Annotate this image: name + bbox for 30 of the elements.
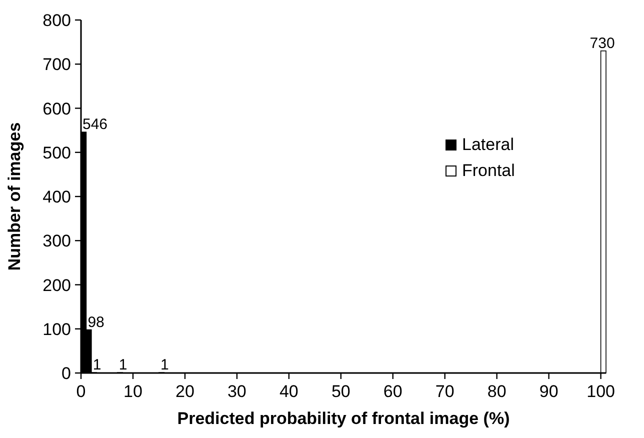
legend-label: Frontal (462, 161, 515, 180)
y-tick-label: 100 (42, 320, 71, 339)
x-axis-title: Predicted probability of frontal image (%) (177, 409, 510, 428)
y-tick-label: 700 (42, 55, 71, 74)
data-label: 546 (82, 116, 108, 134)
x-tick-label: 20 (176, 382, 194, 401)
y-tick-label: 800 (42, 11, 71, 30)
y-tick-label: 500 (42, 143, 71, 162)
legend-label: Lateral (462, 135, 514, 154)
data-label: 1 (118, 356, 128, 374)
x-tick-label: 30 (227, 382, 246, 401)
y-tick-label: 400 (42, 188, 71, 206)
x-tick-label: 80 (487, 382, 506, 401)
x-tick-label: 0 (76, 382, 86, 401)
data-label: 1 (92, 356, 102, 374)
data-label: 1 (160, 356, 169, 374)
y-axis-title: Number of images (5, 122, 24, 271)
x-tick-label: 60 (383, 382, 402, 401)
x-tick-label: 70 (435, 382, 454, 401)
y-tick-label: 200 (42, 276, 71, 295)
x-tick-label: 10 (124, 382, 142, 401)
x-tick-label: 90 (539, 382, 558, 401)
y-tick-label: 300 (42, 232, 71, 251)
data-label: 98 (88, 314, 104, 331)
x-tick-label: 50 (331, 382, 350, 401)
x-tick-label: 100 (586, 382, 615, 401)
y-tick-label: 600 (42, 99, 71, 118)
y-tick-label: 0 (62, 364, 71, 383)
x-tick-label: 40 (279, 382, 298, 401)
data-label: 730 (590, 34, 615, 52)
